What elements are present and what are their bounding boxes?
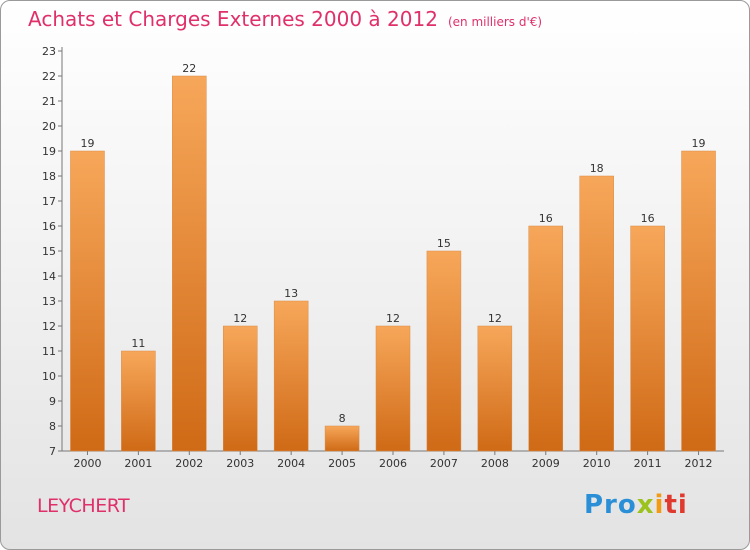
bar <box>172 75 207 452</box>
x-tick-label: 2011 <box>634 457 662 470</box>
x-tick-label: 2007 <box>430 457 458 470</box>
data-label: 11 <box>131 337 145 350</box>
x-tick-label: 2001 <box>124 457 152 470</box>
data-label: 12 <box>233 312 247 325</box>
bar <box>324 425 360 452</box>
x-tick-label: 2000 <box>73 457 101 470</box>
data-label: 13 <box>284 287 298 300</box>
y-tick-label: 21 <box>42 95 56 108</box>
y-tick-label: 8 <box>49 420 56 433</box>
y-tick-label: 18 <box>42 170 56 183</box>
chart-title: Achats et Charges Externes 2000 à 2012 (e… <box>28 7 542 31</box>
x-tick-label: 2004 <box>277 457 305 470</box>
y-tick-label: 12 <box>42 320 56 333</box>
chart-title-text: Achats et Charges Externes 2000 à 2012 <box>28 7 438 31</box>
y-tick-label: 17 <box>42 195 56 208</box>
data-label: 18 <box>590 162 604 175</box>
y-tick-label: 16 <box>42 220 56 233</box>
y-tick-label: 7 <box>49 445 56 458</box>
x-tick-label: 2006 <box>379 457 407 470</box>
y-tick-label: 11 <box>42 345 56 358</box>
logo-part-4: ti <box>664 490 688 520</box>
y-tick-label: 14 <box>42 270 56 283</box>
x-tick-label: 2010 <box>583 457 611 470</box>
data-label: 12 <box>386 312 400 325</box>
bars: 19 11 22 12 13 8 12 15 12 16 18 16 19 <box>70 62 716 452</box>
bar <box>681 150 716 452</box>
data-label: 15 <box>437 237 451 250</box>
x-tick-label: 2005 <box>328 457 356 470</box>
bar <box>222 325 258 452</box>
y-tick-label: 10 <box>42 370 56 383</box>
y-tick-label: 20 <box>42 120 56 133</box>
data-label: 16 <box>539 212 553 225</box>
y-tick-label: 9 <box>49 395 56 408</box>
logo-part-3: i <box>654 490 665 520</box>
logo-part-1: Pro <box>584 490 637 520</box>
logo-part-2: x <box>636 490 655 520</box>
x-tick-label: 2009 <box>532 457 560 470</box>
y-tick-label: 19 <box>42 145 56 158</box>
commune-name: LEYCHERT <box>37 495 130 517</box>
bar <box>121 350 156 452</box>
x-tick-label: 2002 <box>175 457 203 470</box>
data-label: 22 <box>182 62 196 75</box>
bar <box>579 175 614 452</box>
y-tick-label: 15 <box>42 245 56 258</box>
data-label: 16 <box>641 212 655 225</box>
bar <box>630 225 665 452</box>
x-tick-label: 2008 <box>481 457 509 470</box>
proxiti-logo: Proxiti <box>584 490 688 520</box>
data-label: 19 <box>692 137 706 150</box>
data-label: 19 <box>80 137 94 150</box>
bar <box>528 225 564 452</box>
chart-subtitle: (en milliers d'€) <box>447 15 543 29</box>
bar <box>375 325 411 452</box>
y-tick-label: 23 <box>42 45 56 58</box>
bar <box>273 300 309 452</box>
y-tick-label: 22 <box>42 70 56 83</box>
x-tick-label: 2012 <box>685 457 713 470</box>
x-tick-label: 2003 <box>226 457 254 470</box>
bar <box>426 250 462 452</box>
data-label: 8 <box>339 412 346 425</box>
bar <box>477 325 513 452</box>
axes: 7 8 9 10 11 12 13 14 15 16 17 18 19 20 21 22 23 2000 2001 2… <box>42 45 724 470</box>
bar <box>70 150 105 452</box>
y-tick-label: 13 <box>42 295 56 308</box>
data-label: 12 <box>488 312 502 325</box>
